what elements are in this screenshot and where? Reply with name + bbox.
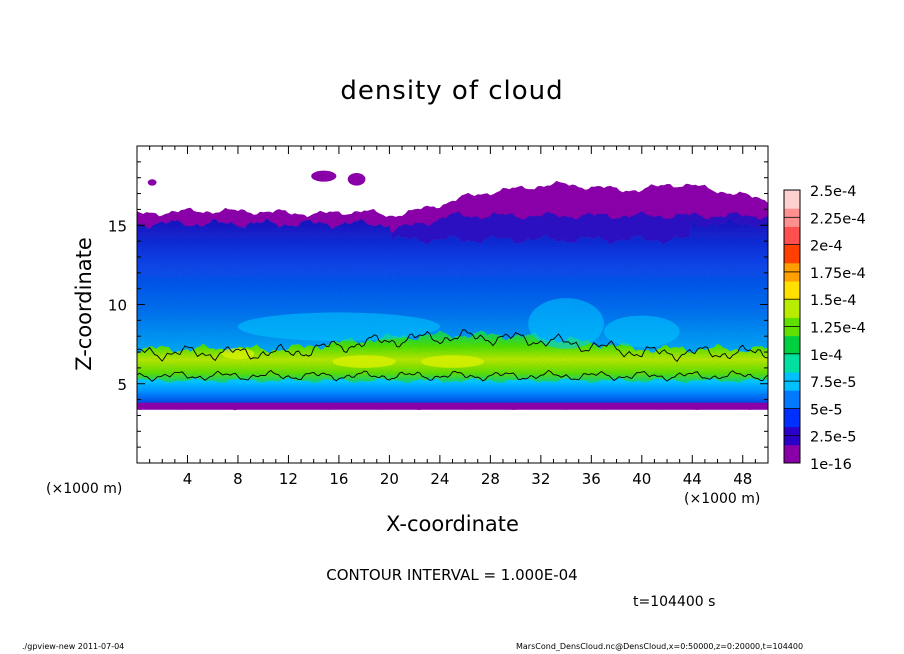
colorbar-swatch — [784, 226, 800, 246]
colorbar-swatch — [784, 281, 800, 300]
y-axis: 5 10 15 — [108, 161, 768, 448]
colorbar-label: 2e-4 — [810, 239, 843, 255]
x-tick-label: 4 — [183, 470, 193, 488]
cyan-haze-2 — [603, 315, 680, 348]
cloud-lower-layer — [137, 380, 768, 405]
cloud-patch-0 — [311, 170, 337, 182]
x-tick-label: 20 — [380, 470, 399, 488]
cyan-haze-1 — [528, 298, 604, 349]
colorbar-label: 1.75e-4 — [810, 266, 866, 282]
colorbar-label: 1.25e-4 — [810, 321, 866, 337]
x-tick-label: 32 — [531, 470, 550, 488]
yellow-spot-2 — [420, 355, 485, 368]
colorbar-label: 1e-16 — [810, 457, 852, 473]
x-axis-label: X-coordinate — [386, 512, 519, 536]
colorbar-swatch — [784, 408, 800, 428]
x-axis: 4 8 12 16 20 24 28 32 36 40 44 48 — [149, 146, 756, 488]
y-axis-label: Z-coordinate — [72, 237, 96, 371]
colorbar-swatch — [784, 444, 800, 464]
colorbar-label: 1e-4 — [810, 348, 843, 364]
colorbar-swatch — [784, 390, 800, 409]
x-tick-label: 12 — [279, 470, 298, 488]
x-tick-label: 36 — [582, 470, 601, 488]
colorbar-swatch — [784, 353, 800, 373]
x-axis-unit-left: (×1000 m) — [46, 481, 123, 497]
yellow-spot-1 — [332, 355, 396, 368]
colorbar-label: 1.5e-4 — [810, 293, 856, 309]
colorbar-swatch — [784, 335, 800, 355]
x-tick-label: 24 — [430, 470, 449, 488]
x-tick-label: 8 — [233, 470, 243, 488]
cloud-patch-1 — [347, 172, 366, 186]
x-tick-label: 16 — [329, 470, 348, 488]
y-tick-label: 15 — [108, 217, 127, 235]
colorbar-label: 7.5e-5 — [810, 375, 856, 391]
footer-right: MarsCond_DensCloud.nc@DensCloud,x=0:5000… — [516, 642, 804, 651]
contour-upper — [137, 329, 768, 363]
contour-lines — [137, 329, 768, 382]
time-stamp: t=104400 s — [633, 594, 716, 610]
colorbar-label: 2.5e-5 — [810, 430, 856, 446]
cloud-patch-2 — [147, 179, 157, 186]
colorbar-label: 2.25e-4 — [810, 211, 866, 227]
chart-title: density of cloud — [340, 76, 564, 106]
colorbar-label: 5e-5 — [810, 402, 843, 418]
colorbar-swatch — [784, 190, 800, 209]
y-tick-label: 5 — [117, 376, 127, 394]
contour-interval-note: CONTOUR INTERVAL = 1.000E-04 — [326, 566, 578, 584]
footer-left: ./gpview-new 2011-07-04 — [22, 642, 125, 651]
colorbar-swatch — [784, 244, 800, 264]
cloud-base-line — [137, 402, 768, 410]
cyan-haze-0 — [237, 312, 440, 341]
x-tick-label: 44 — [683, 470, 702, 488]
colorbar-swatch — [784, 299, 800, 318]
x-tick-label: 40 — [632, 470, 651, 488]
x-axis-unit-right: (×1000 m) — [684, 491, 761, 507]
colorbar-label: 2.5e-4 — [810, 184, 856, 200]
x-tick-label: 28 — [481, 470, 500, 488]
y-tick-label: 10 — [108, 297, 127, 315]
colorbar: 2.5e-4 2.25e-4 2e-4 1.75e-4 1.5e-4 1.25e-4 1e-… — [783, 184, 866, 473]
x-tick-label: 48 — [733, 470, 752, 488]
contour-lower — [137, 369, 768, 382]
